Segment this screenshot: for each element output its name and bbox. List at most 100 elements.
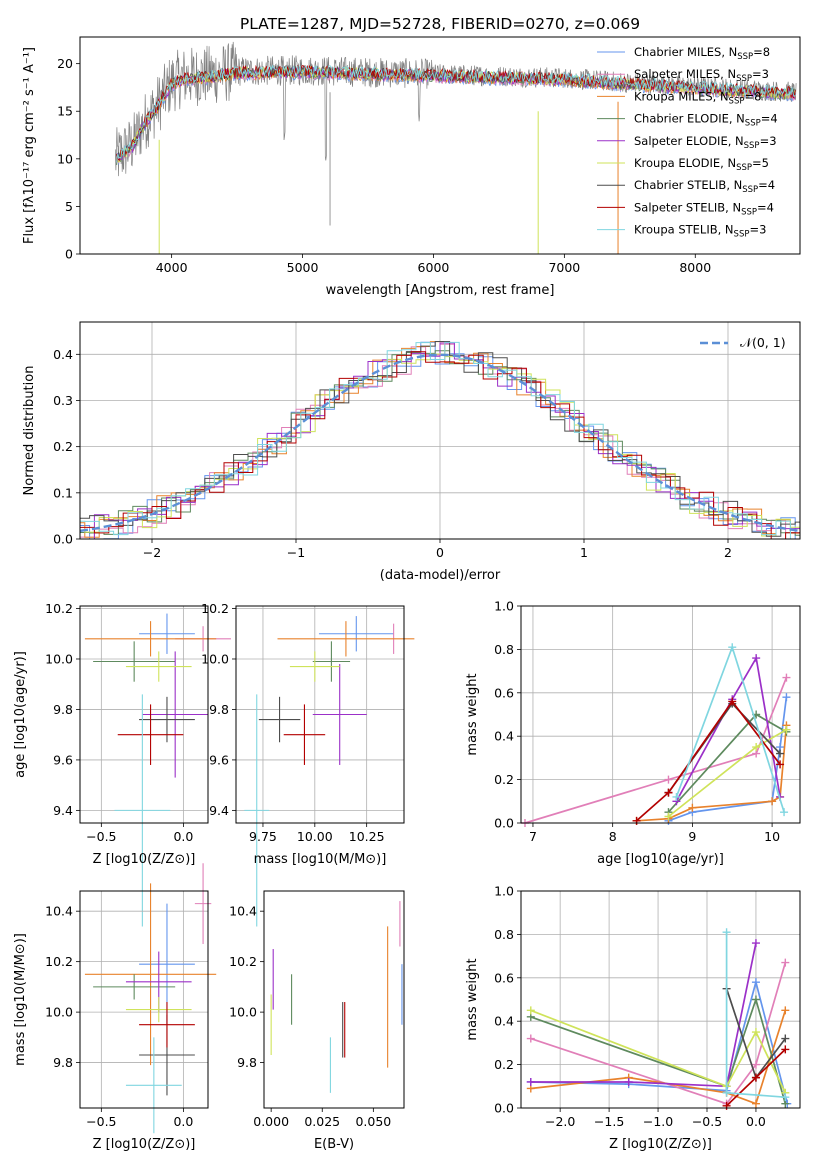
histogram-step	[80, 351, 800, 539]
y-axis-label: mass [log10(M/M⊙)]	[13, 933, 28, 1066]
x-tick-label: 0	[436, 545, 444, 560]
y-tick-label: 10.0	[45, 1005, 73, 1020]
y-axis-label: mass weight	[465, 958, 480, 1040]
series-marker	[688, 803, 697, 812]
x-tick-label: 10	[764, 829, 780, 844]
x-axis-label: wavelength [Angstrom, rest frame]	[326, 283, 555, 298]
y-tick-label: 0.8	[494, 642, 514, 657]
model-spectrum-line	[116, 64, 796, 163]
series-line	[530, 996, 787, 1104]
spectrum-axes-frame	[79, 36, 801, 255]
series-line	[524, 677, 788, 824]
series-marker	[752, 743, 761, 752]
y-tick-label: 1.0	[494, 599, 514, 614]
y-axis-label: Normed distribution	[22, 366, 37, 496]
y-tick-label: 9.4	[209, 803, 229, 818]
x-tick-label: 0.0	[746, 1114, 766, 1129]
x-axis-label: Z [log10(Z/Z⊙)]	[609, 1137, 712, 1152]
x-tick-label: 0.000	[253, 1114, 289, 1129]
series-marker	[751, 1028, 760, 1037]
series-marker	[768, 797, 777, 806]
x-tick-label: 0.0	[173, 1114, 193, 1129]
x-tick-label: −0.5	[86, 1114, 116, 1129]
series-marker	[781, 1093, 790, 1102]
normal-curve	[80, 353, 800, 533]
y-tick-label: 9.6	[53, 752, 73, 767]
y-tick-label: 0.8	[494, 927, 514, 942]
x-axis-label: E(B-V)	[314, 1137, 354, 1152]
histogram-step	[80, 341, 800, 537]
age_vs_Z-frame: −0.5 0.0 9.4 9.6 9.8 10.0 10.2	[45, 601, 209, 844]
series-marker	[752, 654, 761, 663]
x-tick-label: −1	[287, 545, 305, 560]
legend-label: Chabrier STELIB, NSSP=4	[634, 178, 775, 195]
series-marker	[728, 697, 737, 706]
mass_weight_vs_Z-frame: −2.0 −1.5 −1.0 −0.5 0.0 0.0 0.2 0.4 0.6 0.8 1.0	[494, 884, 801, 1129]
figure-title: PLATE=1287, MJD=52728, FIBERID=0270, z=0…	[240, 15, 640, 33]
x-tick-label: 5000	[287, 260, 319, 275]
y-tick-label: 15	[57, 104, 73, 119]
y-axis-label: age [log10(age/yr)]	[13, 651, 28, 778]
x-tick-label: 9	[688, 829, 696, 844]
y-tick-label: 10	[57, 151, 73, 166]
series-marker	[624, 1077, 633, 1086]
histogram-step	[80, 341, 800, 539]
y-tick-label: 0.2	[494, 1057, 514, 1072]
series-line	[530, 942, 757, 1088]
y-tick-label: 0.6	[494, 970, 514, 985]
series-marker	[728, 643, 737, 652]
y-tick-label: 20	[57, 56, 73, 71]
y-tick-label: 9.8	[209, 702, 229, 717]
mass_vs_Z-axes	[80, 891, 208, 1108]
series-marker	[776, 760, 785, 769]
mass_vs_Z-points	[84, 863, 217, 1134]
y-tick-label: 1.0	[494, 884, 514, 899]
y-tick-label: 9.6	[209, 752, 229, 767]
y-tick-label: 10.4	[229, 904, 257, 919]
series-marker	[664, 775, 673, 784]
legend-label: Kroupa STELIB, NSSP=3	[634, 223, 766, 240]
series-marker	[751, 1099, 760, 1108]
legend-label: Chabrier ELODIE, NSSP=4	[634, 112, 778, 129]
age_vs_mass-axes-frame	[235, 605, 405, 824]
mass_vs_ebv-points	[270, 901, 403, 1093]
x-tick-label: −2	[143, 545, 161, 560]
x-tick-label: 8000	[679, 260, 711, 275]
series-marker	[751, 1060, 760, 1069]
series-marker	[781, 1045, 790, 1054]
series-marker	[751, 978, 760, 987]
mass_weight_vs_Z-series	[526, 928, 792, 1110]
age_vs_mass-points	[244, 616, 415, 927]
y-tick-label: 0.4	[53, 347, 73, 362]
y-tick-label: 9.4	[53, 803, 73, 818]
x-tick-label: 8	[609, 829, 617, 844]
x-axis-label: (data-model)/error	[380, 568, 501, 583]
y-tick-label: 10.2	[229, 954, 257, 969]
mass_weight_vs_age-series	[520, 643, 791, 827]
x-axis-label: Z [log10(Z/Z⊙)]	[93, 852, 196, 867]
x-tick-label: −2.0	[545, 1114, 575, 1129]
legend-label: Salpeter STELIB, NSSP=4	[634, 200, 774, 217]
y-tick-label: 10.4	[45, 904, 73, 919]
spectrum-lines	[114, 41, 797, 254]
series-marker	[751, 1073, 760, 1082]
series-line	[675, 655, 781, 802]
mass_vs_ebv-frame: 0.000 0.025 0.050 9.8 10.0 10.4 10.2	[229, 890, 405, 1129]
y-tick-label: 10.0	[229, 1005, 257, 1020]
y-axis-label: Flux [fλ10⁻¹⁷ erg cm⁻² s⁻¹ A⁻¹]	[22, 47, 37, 244]
legend-label: Chabrier MILES, NSSP=8	[634, 45, 770, 62]
mass_vs_Z-axes-frame	[79, 890, 209, 1109]
spectrum-frame: 4000 5000 6000 7000 8000 0 5 10 15 20	[57, 36, 801, 275]
mass_vs_ebv-axes-frame	[263, 890, 405, 1109]
y-tick-label: 0.2	[53, 439, 73, 454]
spectrum-legend: Chabrier MILES, NSSP=8 Salpeter MILES, NS…	[597, 45, 778, 240]
y-tick-label: 0.0	[53, 532, 73, 547]
x-tick-label: 7000	[548, 260, 580, 275]
series-line	[530, 962, 787, 1105]
series-marker	[781, 1006, 790, 1015]
series-marker	[526, 1034, 535, 1043]
legend-label: 𝒩(0, 1)	[740, 335, 786, 350]
y-tick-label: 10.0	[201, 651, 229, 666]
series-marker	[526, 1077, 535, 1086]
